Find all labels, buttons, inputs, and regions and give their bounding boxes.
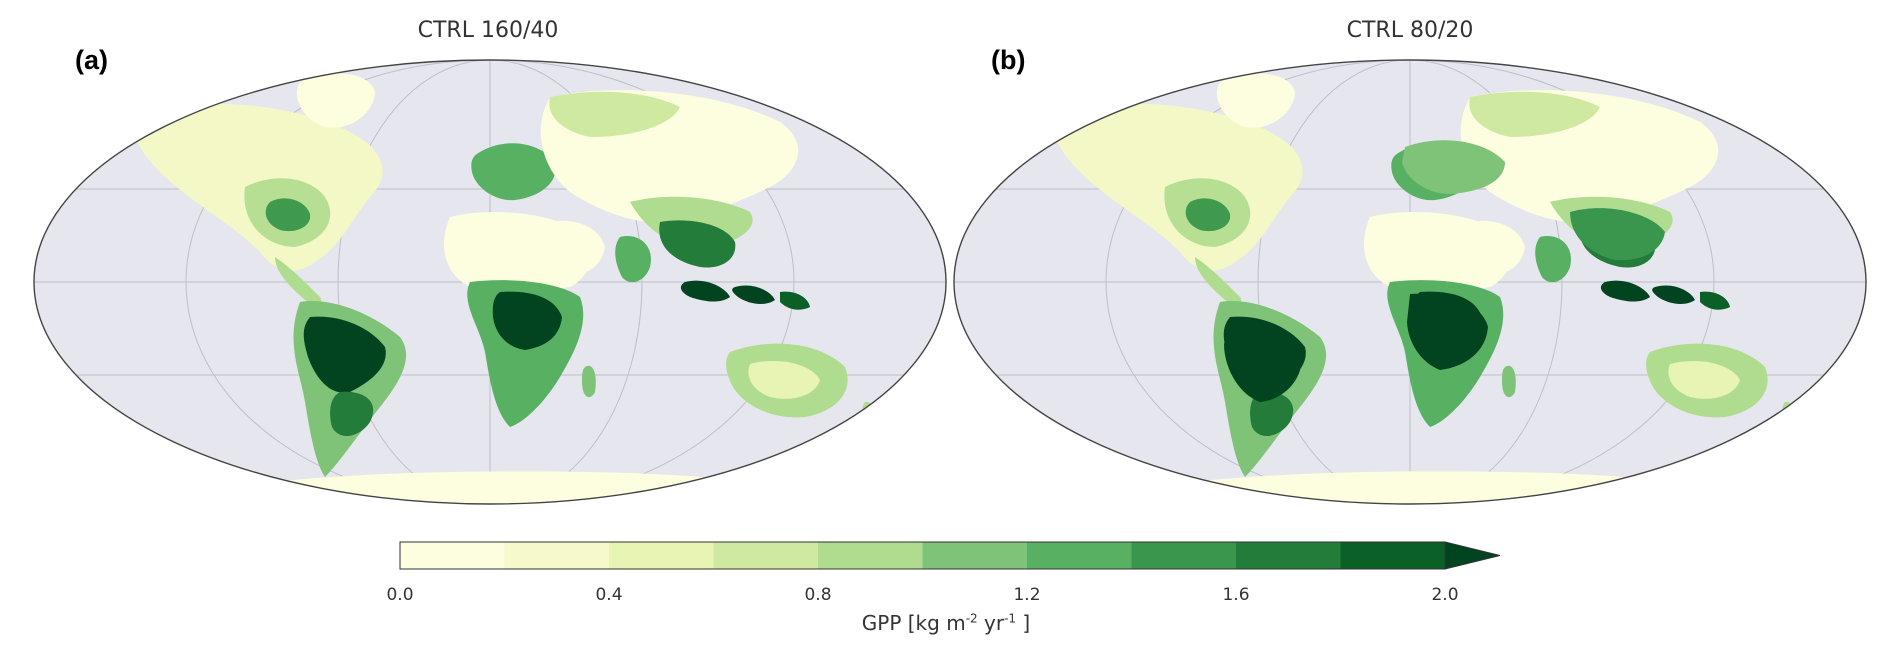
colorbar-tick-label: 1.6 [1222,585,1250,605]
map-border-a [33,59,947,505]
colorbar-label: GPP [kg m-2 yr-1 ] [861,611,1031,635]
colorbar-bin [1027,542,1132,569]
colorbar-outline [399,541,1446,570]
map-border-b [953,59,1867,505]
colorbar-bin [1236,542,1341,569]
colorbar-tick-label: 0.0 [386,585,414,605]
colorbar-tick-label: 0.4 [595,585,623,605]
colorbar [399,541,1501,570]
panel-title-b: CTRL 80/20 [1346,18,1474,43]
panel-label-b: (b) [991,45,1026,75]
panel-title-a: CTRL 160/40 [417,18,559,43]
colorbar-bin [818,542,923,569]
panel-label-a: (a) [75,45,108,75]
colorbar-bin [400,542,505,569]
colorbar-bin [1340,542,1446,569]
colorbar-tick-label: 2.0 [1431,585,1459,605]
colorbar-bin [1131,542,1237,569]
colorbar-bin [713,542,819,569]
colorbar-tick-label: 0.8 [804,585,832,605]
colorbar-bin [922,542,1028,569]
map-panel-b [953,59,1867,505]
colorbar-tick-label: 1.2 [1013,585,1041,605]
colorbar-bin [609,542,714,569]
gpp-field-b [1054,73,1792,504]
colorbar-bin [504,542,610,569]
map-panel-a [33,59,947,505]
colorbar-extend-arrow [1444,541,1501,570]
